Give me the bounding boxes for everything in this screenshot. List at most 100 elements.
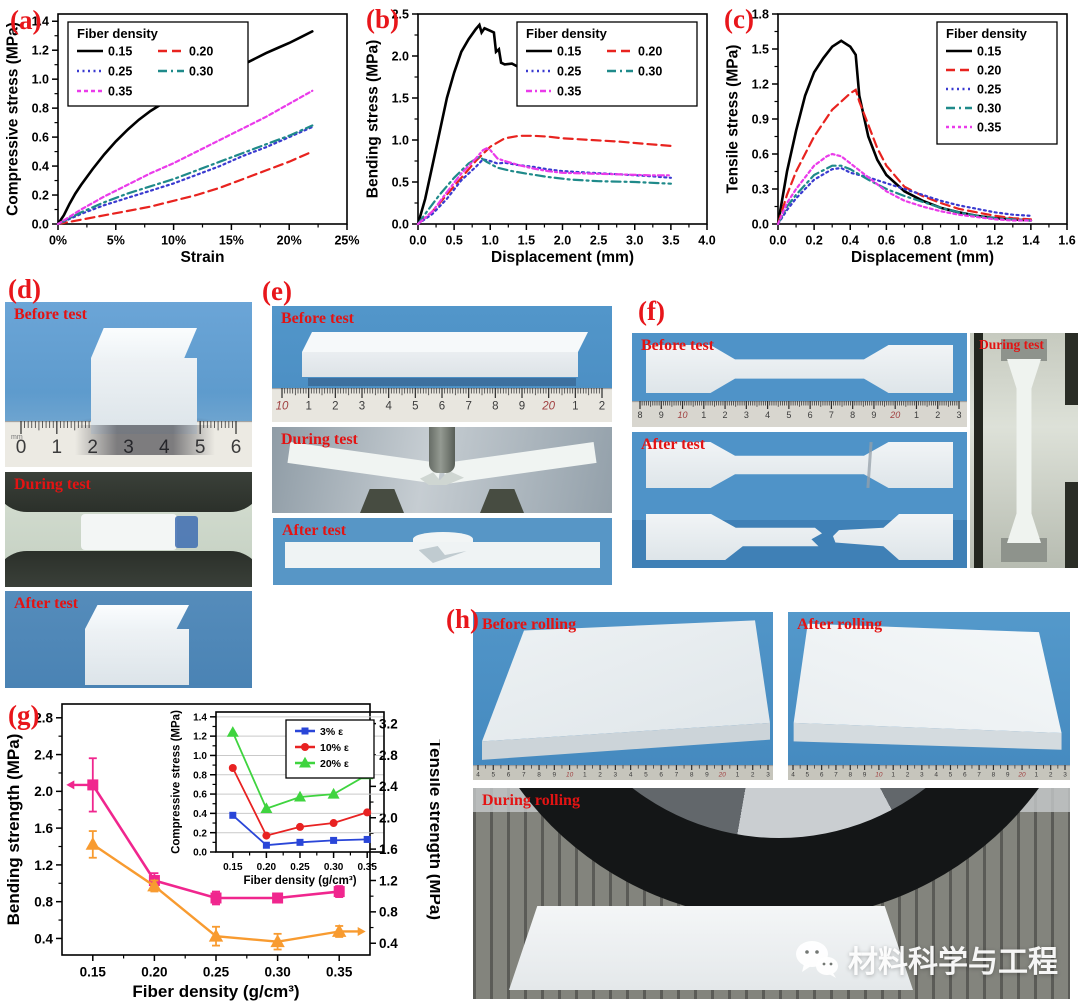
svg-text:0.8: 0.8 xyxy=(914,234,931,248)
svg-text:2: 2 xyxy=(599,401,605,413)
svg-text:4: 4 xyxy=(791,772,795,779)
svg-text:5: 5 xyxy=(644,772,648,779)
svg-text:7: 7 xyxy=(675,772,679,779)
svg-text:3.5: 3.5 xyxy=(662,234,679,248)
svg-text:6: 6 xyxy=(439,401,445,413)
svg-text:3: 3 xyxy=(766,772,770,779)
svg-text:0.25: 0.25 xyxy=(203,965,230,980)
photo-label: During test xyxy=(979,337,1044,352)
svg-text:0.0: 0.0 xyxy=(409,234,426,248)
svg-text:Strain: Strain xyxy=(181,249,225,266)
bar-shadow xyxy=(308,378,576,386)
svg-text:0.35: 0.35 xyxy=(108,85,132,99)
svg-text:6: 6 xyxy=(507,772,511,779)
panel-tag-d: (d) xyxy=(8,274,41,304)
svg-text:0.6: 0.6 xyxy=(752,148,769,162)
svg-text:0.30: 0.30 xyxy=(324,862,344,873)
svg-text:1.8: 1.8 xyxy=(752,8,769,22)
svg-text:1.0: 1.0 xyxy=(482,234,499,248)
photo-label: During test xyxy=(14,476,91,493)
svg-text:0.20: 0.20 xyxy=(977,64,1001,78)
svg-text:Compressive stress (MPa): Compressive stress (MPa) xyxy=(171,710,183,854)
ruler: 4 5 6 7 8 9 10 1 2 3 4 5 6 7 8 9 20 1 2 3 xyxy=(788,765,1070,780)
svg-text:5: 5 xyxy=(806,772,810,779)
svg-text:0.8: 0.8 xyxy=(34,895,53,910)
foam-cube-specimen xyxy=(85,605,189,685)
svg-text:0.8: 0.8 xyxy=(32,102,49,116)
svg-text:2: 2 xyxy=(906,772,910,779)
foam-bar-front-face xyxy=(302,352,578,377)
svg-text:10: 10 xyxy=(875,772,883,779)
test-frame-column-right-top xyxy=(1065,333,1078,405)
svg-text:0.2: 0.2 xyxy=(805,234,822,248)
svg-text:9: 9 xyxy=(553,772,557,779)
support-anvil-left xyxy=(360,489,404,513)
svg-text:1.5: 1.5 xyxy=(518,234,535,248)
svg-text:Bending stress (MPa): Bending stress (MPa) xyxy=(365,40,382,198)
svg-text:3: 3 xyxy=(614,772,618,779)
panel-tag-h: (h) xyxy=(446,604,479,634)
panel-tag-b: (b) xyxy=(366,4,399,34)
svg-text:0%: 0% xyxy=(49,234,67,248)
cube-front-face xyxy=(85,629,189,685)
svg-text:Bending strength (MPa): Bending strength (MPa) xyxy=(4,734,23,926)
svg-text:10: 10 xyxy=(678,410,688,420)
svg-text:3: 3 xyxy=(956,410,961,420)
svg-text:0.6: 0.6 xyxy=(32,131,49,145)
compressive-stress-inset-chart: 0.15 0.20 0.25 0.30 0.35 0.0 0.2 0.4 0.6 0.8 1.0 1.… xyxy=(166,704,392,892)
svg-text:0.15: 0.15 xyxy=(80,965,107,980)
svg-text:0.6: 0.6 xyxy=(193,790,207,801)
watermark: 材料科学与工程 xyxy=(794,937,1058,981)
svg-text:1: 1 xyxy=(583,772,587,779)
broken-bar-right-half xyxy=(443,442,597,484)
svg-text:0.15: 0.15 xyxy=(108,45,132,59)
svg-text:0.30: 0.30 xyxy=(638,65,662,79)
svg-text:15%: 15% xyxy=(219,234,244,248)
watermark-text: 材料科学与工程 xyxy=(848,946,1058,979)
photo-compression-during-test: During test xyxy=(5,472,252,587)
svg-text:8: 8 xyxy=(992,772,996,779)
svg-text:0.35: 0.35 xyxy=(357,862,377,873)
svg-text:20: 20 xyxy=(889,410,900,420)
svg-text:4: 4 xyxy=(476,772,480,779)
svg-text:0.2: 0.2 xyxy=(32,189,49,203)
svg-text:0.25: 0.25 xyxy=(108,65,132,79)
photo-label: During test xyxy=(281,431,358,448)
photo-bending-during-test: During test xyxy=(272,427,612,513)
svg-text:0.6: 0.6 xyxy=(878,234,895,248)
ruler-unit-label: mm xyxy=(11,434,23,441)
svg-text:0.35: 0.35 xyxy=(326,965,353,980)
svg-text:2.0: 2.0 xyxy=(34,784,53,799)
svg-text:3: 3 xyxy=(1063,772,1067,779)
compression-platen-top xyxy=(5,472,252,512)
panel-tag-g: (g) xyxy=(8,700,40,730)
svg-text:2: 2 xyxy=(935,410,940,420)
photo-after-rolling: After rolling 4 5 6 7 8 9 10 1 2 3 4 5 6 7 8 9 20 1 2 3 xyxy=(788,612,1070,780)
svg-text:0.4: 0.4 xyxy=(842,234,859,248)
svg-text:4: 4 xyxy=(385,401,392,413)
svg-text:2.5: 2.5 xyxy=(392,8,409,22)
svg-text:4: 4 xyxy=(765,410,770,420)
svg-text:8: 8 xyxy=(537,772,541,779)
svg-text:Fiber density: Fiber density xyxy=(946,26,1028,41)
svg-text:10% ε: 10% ε xyxy=(320,742,349,754)
svg-text:6: 6 xyxy=(808,410,813,420)
ruler: 10 1 2 3 4 5 6 7 8 9 20 1 2 xyxy=(272,388,612,422)
svg-text:0.0: 0.0 xyxy=(392,218,409,232)
svg-text:1: 1 xyxy=(736,772,740,779)
svg-text:0.20: 0.20 xyxy=(189,45,213,59)
svg-text:1.6: 1.6 xyxy=(1058,234,1075,248)
svg-text:1.6: 1.6 xyxy=(34,821,53,836)
svg-text:9: 9 xyxy=(519,401,525,413)
svg-text:2.5: 2.5 xyxy=(590,234,607,248)
svg-text:0.25: 0.25 xyxy=(290,862,310,873)
svg-text:0.0: 0.0 xyxy=(752,218,769,232)
svg-text:6: 6 xyxy=(820,772,824,779)
svg-text:0.15: 0.15 xyxy=(557,45,581,59)
svg-text:20% ε: 20% ε xyxy=(320,758,349,770)
photo-label: After rolling xyxy=(797,616,883,633)
svg-text:7: 7 xyxy=(977,772,981,779)
svg-text:5: 5 xyxy=(786,410,791,420)
